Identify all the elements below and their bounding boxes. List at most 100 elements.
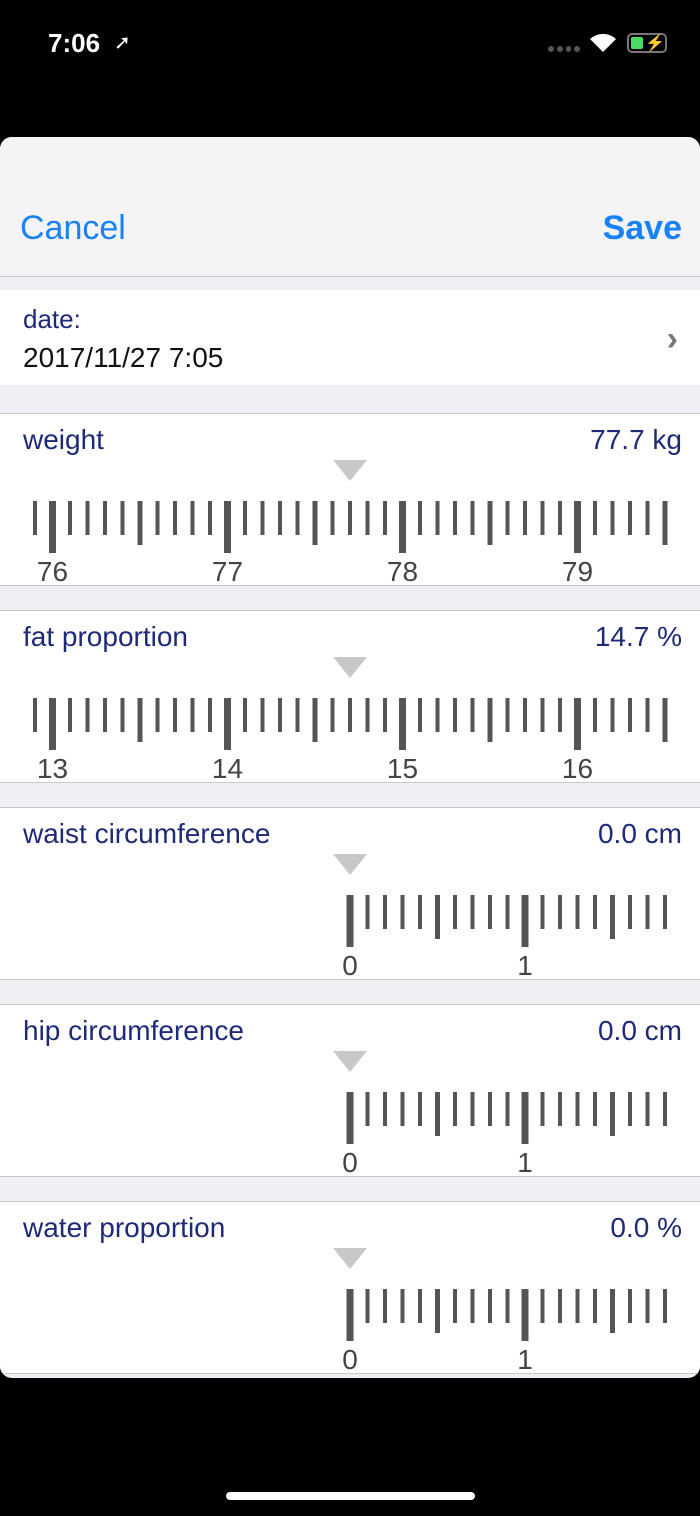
minor-tick [103,501,107,535]
minor-tick [505,1289,510,1323]
minor-tick [137,698,143,742]
minor-tick [558,501,562,535]
minor-tick [593,895,597,929]
minor-tick [470,698,475,732]
minor-tick [505,501,510,535]
save-button[interactable]: Save [602,209,682,247]
minor-tick [540,501,545,535]
minor-tick [628,501,632,535]
minor-tick [418,501,422,535]
minor-tick [85,501,90,535]
minor-tick [85,698,90,732]
minor-tick [330,698,335,732]
minor-tick [435,1289,440,1333]
major-tick [346,895,354,947]
minor-tick [453,1289,457,1323]
date-label: date: [23,304,81,334]
minor-tick [505,698,510,732]
minor-tick [470,1092,475,1126]
minor-tick [575,895,580,929]
tick-label: 1 [517,950,533,978]
major-tick [574,698,581,750]
ruler-card-water-proportion: water proportion 0.0 % 0 1 [0,1201,700,1374]
minor-tick [453,1092,457,1126]
minor-tick [662,698,668,742]
minor-tick [558,895,562,929]
minor-tick [488,895,492,929]
tick-label: 0 [342,950,358,978]
pointer-icon [333,657,367,678]
major-tick [346,1092,354,1144]
minor-tick [645,1289,650,1323]
minor-tick [487,501,493,545]
tick-label: 79 [562,556,593,584]
tick-label: 0 [342,1344,358,1372]
minor-tick [628,895,632,929]
minor-tick [243,501,247,535]
cancel-button[interactable]: Cancel [20,209,126,247]
tick-label: 78 [387,556,418,584]
minor-tick [208,698,212,732]
ruler-card-weight: weight 77.7 kg 76 77 78 79 [0,413,700,586]
major-tick [224,501,231,553]
tick-label: 14 [212,753,243,781]
minor-tick [470,1289,475,1323]
minor-tick [155,501,160,535]
minor-tick [173,698,177,732]
minor-tick [540,1289,545,1323]
minor-tick [418,1289,422,1323]
nav-bar: Cancel Save [0,137,700,277]
minor-tick [523,698,527,732]
ruler-label: hip circumference [23,1015,244,1046]
minor-tick [540,1092,545,1126]
minor-tick [575,1289,580,1323]
signal-icon [548,46,580,52]
status-bar: 7:06 ➚ ⚡ [0,0,700,80]
minor-tick [68,698,72,732]
minor-tick [558,1289,562,1323]
minor-tick [453,501,457,535]
edit-sheet: Cancel Save date: 2017/11/27 7:05 › weig… [0,137,700,1378]
major-tick [574,501,581,553]
tick-label: 15 [387,753,418,781]
ruler-value: 0.0 cm [597,818,682,849]
major-tick [399,698,406,750]
ruler-value: 0.0 cm [597,1015,682,1046]
date-row[interactable]: date: 2017/11/27 7:05 › [0,290,700,385]
minor-tick [103,698,107,732]
ruler-slider[interactable]: 13 14 15 16 [0,651,700,781]
minor-tick [173,501,177,535]
minor-tick [365,1289,370,1323]
tick-label: 76 [37,556,68,584]
home-indicator [226,1492,475,1500]
major-tick [521,895,529,947]
tick-label: 0 [342,1147,358,1175]
tick-label: 1 [517,1147,533,1175]
minor-tick [260,501,265,535]
minor-tick [400,1092,405,1126]
major-tick [346,1289,354,1341]
minor-tick [418,895,422,929]
minor-tick [435,698,440,732]
minor-tick [365,1092,370,1126]
minor-tick [663,895,667,929]
minor-tick [540,895,545,929]
minor-tick [610,501,615,535]
minor-tick [610,895,615,939]
minor-tick [558,1092,562,1126]
minor-tick [383,501,387,535]
minor-tick [645,698,650,732]
minor-tick [662,501,668,545]
minor-tick [453,698,457,732]
minor-tick [400,1289,405,1323]
major-tick [224,698,231,750]
ruler-value: 14.7 % [594,621,682,652]
minor-tick [400,895,405,929]
minor-tick [260,698,265,732]
minor-tick [558,698,562,732]
ruler-slider[interactable]: 76 77 78 79 [0,454,700,584]
tick-label: 16 [562,753,593,781]
